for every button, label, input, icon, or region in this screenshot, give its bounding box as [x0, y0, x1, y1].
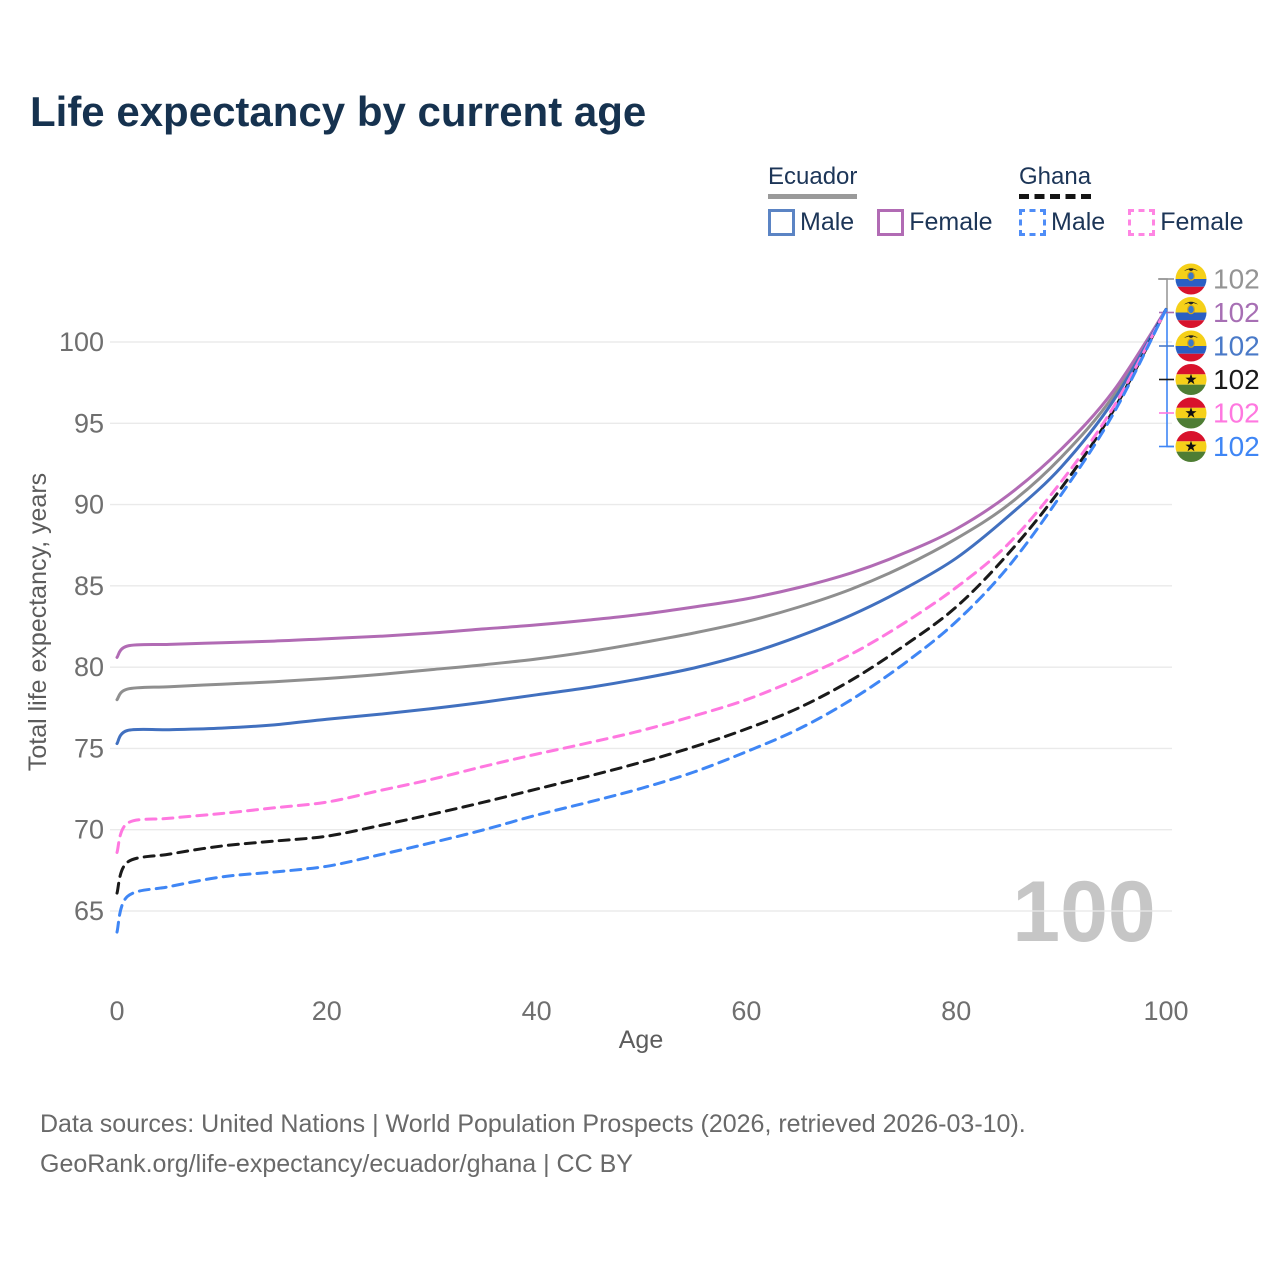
- y-tick-label: 90: [74, 490, 104, 520]
- series-line-ghana-both[interactable]: [115, 308, 1168, 895]
- ecuador-flag-icon: [1175, 330, 1207, 362]
- legend-country-ecuador[interactable]: Ecuador: [768, 163, 858, 199]
- legend-swatch-ecuador-male[interactable]: [768, 209, 795, 236]
- legend-swatch-ghana-male[interactable]: [1019, 209, 1046, 236]
- legend-group-ghana: Ghana Male Female: [1019, 163, 1244, 237]
- series-line-ecuador-male[interactable]: [115, 308, 1168, 746]
- end-value-label-3: 102: [1213, 364, 1260, 395]
- x-tick-label: 100: [1143, 996, 1188, 1026]
- end-value-label-1: 102: [1213, 297, 1260, 328]
- ecuador-flag-icon: [1175, 297, 1207, 328]
- end-value-label-5: 102: [1213, 431, 1260, 462]
- legend-label-ghana-female[interactable]: Female: [1160, 208, 1244, 236]
- x-tick-label: 80: [941, 996, 971, 1026]
- footer-url-line: GeoRank.org/life-expectancy/ecuador/ghan…: [40, 1150, 633, 1178]
- y-axis-title: Total life expectancy, years: [24, 473, 52, 771]
- legend-label-ecuador-female[interactable]: Female: [909, 208, 993, 236]
- end-value-label-4: 102: [1213, 398, 1260, 429]
- end-value-label-0: 102: [1213, 264, 1260, 295]
- current-age-watermark: 100: [1012, 864, 1156, 960]
- ghana-flag-icon: [1175, 364, 1207, 395]
- series-line-ghana-female[interactable]: [115, 308, 1168, 854]
- legend-label-ghana-male[interactable]: Male: [1051, 208, 1106, 236]
- series-line-ghana-male[interactable]: [115, 308, 1168, 934]
- series-line-ecuador-both[interactable]: [115, 308, 1168, 702]
- legend-group-ecuador: Ecuador Male Female: [768, 163, 993, 237]
- y-tick-label: 85: [74, 571, 104, 601]
- y-tick-label: 75: [74, 733, 104, 763]
- y-tick-label: 70: [74, 815, 104, 845]
- x-tick-label: 0: [109, 996, 124, 1026]
- x-tick-label: 60: [731, 996, 761, 1026]
- y-tick-label: 95: [74, 408, 104, 438]
- ghana-flag-icon: [1175, 431, 1207, 462]
- legend-swatch-ghana-female[interactable]: [1128, 209, 1156, 236]
- legend-label-ecuador-male[interactable]: Male: [800, 208, 855, 236]
- x-tick-label: 20: [312, 996, 342, 1026]
- y-tick-label: 65: [74, 896, 104, 926]
- ghana-flag-icon: [1175, 397, 1207, 429]
- end-value-label-2: 102: [1213, 331, 1260, 362]
- legend-swatch-ecuador-female[interactable]: [877, 209, 905, 236]
- y-tick-label: 80: [74, 652, 104, 682]
- series-line-ecuador-female[interactable]: [115, 308, 1168, 659]
- footer-source-line: Data sources: United Nations | World Pop…: [40, 1110, 1026, 1138]
- y-tick-label: 100: [59, 327, 104, 357]
- x-tick-label: 40: [522, 996, 552, 1026]
- x-axis-title: Age: [619, 1026, 663, 1054]
- end-label-bracket-top: [1158, 278, 1168, 311]
- ecuador-flag-icon: [1175, 263, 1207, 295]
- legend-country-ghana[interactable]: Ghana: [1019, 163, 1092, 199]
- page-title: Life expectancy by current age: [30, 88, 647, 135]
